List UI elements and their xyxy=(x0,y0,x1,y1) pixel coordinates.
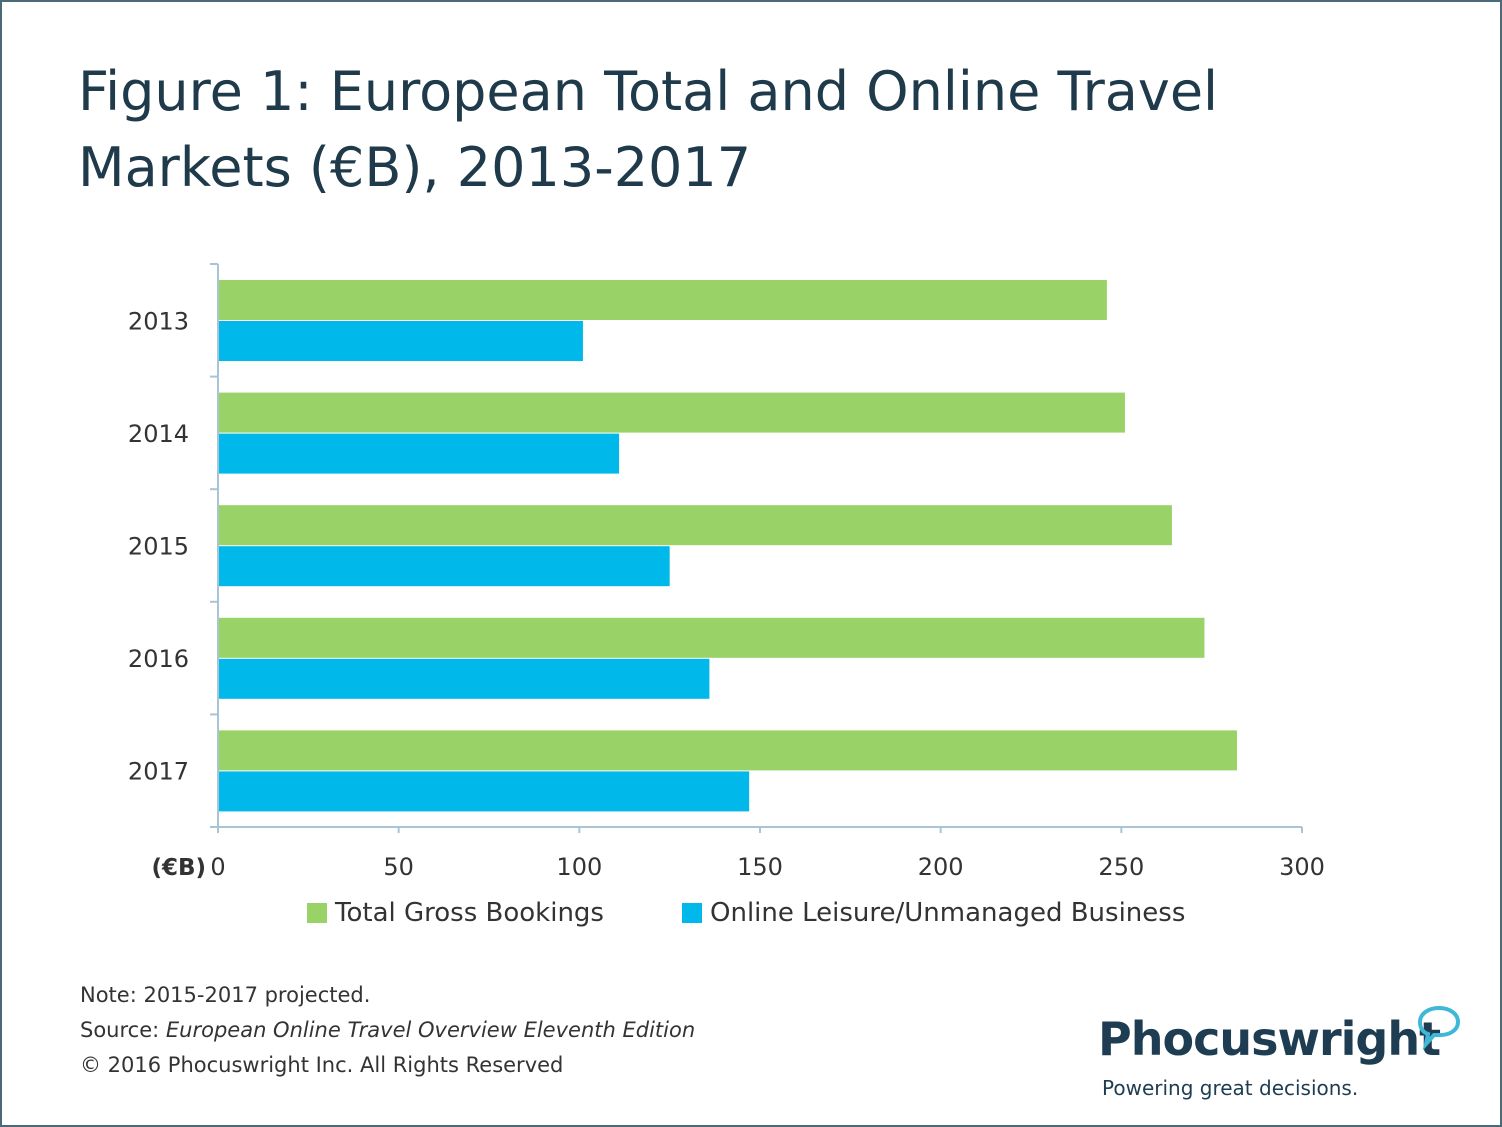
bar-total-2014 xyxy=(219,392,1125,433)
bar-online-2014 xyxy=(219,433,620,474)
x-tick-label: 50 xyxy=(383,853,414,881)
y-tick-label: 2014 xyxy=(128,420,189,448)
legend-item-online: Online Leisure/Unmanaged Business xyxy=(682,898,1185,928)
y-tick-label: 2016 xyxy=(128,645,189,673)
chart-title: Figure 1: European Total and Online Trav… xyxy=(78,60,1219,199)
legend: Total Gross Bookings Online Leisure/Unma… xyxy=(0,898,1502,938)
logo-wordmark: Phocuswright xyxy=(1098,1012,1441,1066)
note-text: Note: 2015-2017 projected. xyxy=(80,983,371,1007)
bar-online-2015 xyxy=(219,546,670,587)
bar-online-2013 xyxy=(219,321,583,361)
legend-swatch-online xyxy=(682,903,702,923)
source-title: European Online Travel Overview Eleventh… xyxy=(165,1018,696,1042)
notes: Note: 2015-2017 projected. Source: Europ… xyxy=(80,978,695,1083)
x-tick-label: 0 xyxy=(210,853,225,881)
legend-label-online: Online Leisure/Unmanaged Business xyxy=(710,898,1186,928)
copyright-text: © 2016 Phocuswright Inc. All Rights Rese… xyxy=(80,1053,564,1077)
phocuswright-logo: Phocuswright Powering great decisions. xyxy=(1098,1004,1478,1114)
y-tick-label: 2013 xyxy=(128,307,189,335)
x-tick-label: 200 xyxy=(918,853,964,881)
source-prefix: Source: xyxy=(80,1018,166,1042)
bar-total-2015 xyxy=(219,505,1172,546)
y-tick-label: 2015 xyxy=(128,533,189,561)
x-tick-label: 250 xyxy=(1098,853,1144,881)
legend-item-total: Total Gross Bookings xyxy=(307,898,604,928)
legend-label-total: Total Gross Bookings xyxy=(335,898,604,928)
speech-bubble-icon xyxy=(1417,1005,1461,1050)
y-tick-label: 2017 xyxy=(128,758,189,786)
bar-online-2016 xyxy=(219,658,710,699)
x-unit-label: (€B) xyxy=(151,855,206,881)
x-tick-label: 100 xyxy=(556,853,602,881)
bar-total-2017 xyxy=(219,730,1237,771)
logo-tagline: Powering great decisions. xyxy=(1102,1076,1359,1100)
x-tick-label: 300 xyxy=(1279,853,1325,881)
bar-total-2013 xyxy=(219,280,1107,320)
legend-swatch-total xyxy=(307,903,327,923)
bar-online-2017 xyxy=(219,771,750,812)
bar-total-2016 xyxy=(219,617,1205,658)
x-tick-label: 150 xyxy=(737,853,783,881)
source-line: Source: European Online Travel Overview … xyxy=(80,1013,695,1048)
